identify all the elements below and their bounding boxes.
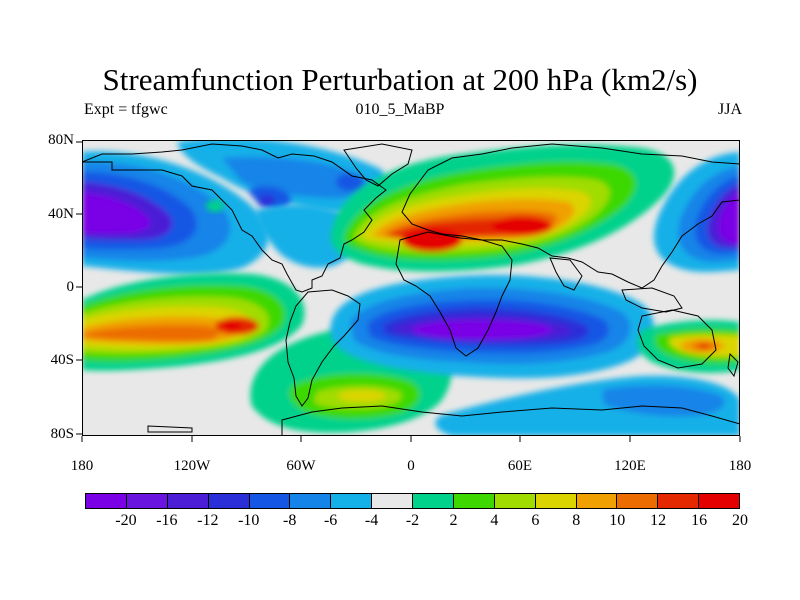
- north-america-outline: [82, 143, 387, 293]
- colorbar-label: -4: [364, 512, 379, 529]
- colorbar-label: 4: [490, 512, 499, 529]
- ylabel-40n: 40N: [48, 206, 74, 222]
- colorbar-segment: [658, 494, 700, 508]
- coastlines: [82, 143, 740, 436]
- colorbar-segment: [86, 494, 127, 508]
- colorbar-label: -16: [156, 512, 178, 529]
- africa-outline: [395, 231, 513, 357]
- colorbar-label: 20: [732, 512, 748, 529]
- north-america-low: [177, 140, 386, 213]
- colorbar-label: -10: [238, 512, 260, 529]
- north-pacific-low-west: [82, 151, 269, 275]
- ylabel-40s: 40S: [50, 352, 74, 368]
- xlabel-60e: 60E: [507, 458, 533, 474]
- australia-high: [637, 320, 740, 373]
- colorbar-segment: [535, 494, 577, 508]
- map-frame: [82, 140, 740, 436]
- colorbar-label: 10: [609, 512, 626, 529]
- dateline-low-east: [654, 152, 740, 272]
- xlabel-60w: 60W: [286, 458, 316, 474]
- colorbar-label: 16: [691, 512, 708, 529]
- tick-marks: [76, 141, 741, 442]
- new-zealand-outline: [727, 352, 739, 378]
- xlabel-120e: 120E: [614, 458, 646, 474]
- colorbar-segment: [249, 494, 291, 508]
- australia-outline: [637, 309, 717, 369]
- colorbar-segment: [576, 494, 618, 508]
- colorbar-segment: [331, 494, 373, 508]
- season-label: JJA: [717, 101, 742, 118]
- colorbar-segment: [699, 494, 739, 508]
- colorbar: [85, 493, 740, 509]
- south-america-outline: [285, 289, 361, 407]
- eurasia-high: [330, 144, 675, 272]
- colorbar-segment: [372, 494, 413, 508]
- xlabel-180e: 180: [728, 458, 752, 474]
- colorbar-label: 6: [531, 512, 540, 529]
- plot-title: Streamfunction Perturbation at 200 hPa (…: [102, 62, 698, 97]
- ylabel-eq: 0: [66, 279, 75, 295]
- pacific-green-spot: [206, 200, 224, 212]
- colorbar-segment: [494, 494, 536, 508]
- case-label: 010_5_MaBP: [355, 101, 445, 118]
- greenland-outline: [343, 143, 413, 187]
- colorbar-label: -20: [115, 512, 137, 529]
- colorbar-segment: [453, 494, 495, 508]
- colorbar-segment: [167, 494, 209, 508]
- xlabel-180w: 180: [70, 458, 94, 474]
- map-panel: [82, 140, 740, 436]
- colorbar-label: -2: [405, 512, 420, 529]
- ylabel-80s: 80S: [50, 426, 74, 442]
- ylabel-80n: 80N: [48, 132, 74, 148]
- xlabel-120w: 120W: [173, 458, 211, 474]
- india-outline: [549, 257, 583, 291]
- axis-ticks: [76, 141, 741, 442]
- colorbar-segment: [413, 494, 454, 508]
- colorbar-label: -12: [197, 512, 219, 529]
- colorbar-label: -8: [283, 512, 297, 529]
- colorbar-label: -6: [323, 512, 338, 529]
- colorbar-label: 2: [449, 512, 458, 529]
- colorbar-label: 12: [650, 512, 667, 529]
- experiment-label: Expt = tfgwc: [84, 101, 168, 118]
- colorbar-segment: [126, 494, 168, 508]
- colorbar-label: 8: [572, 512, 581, 529]
- south-pacific-high: [82, 273, 305, 371]
- colorbar-segment: [290, 494, 332, 508]
- streamfunction-map: [82, 140, 740, 436]
- atlantic-low-tail: [256, 204, 359, 268]
- xlabel-0: 0: [407, 458, 415, 474]
- antarctica-outline: [147, 405, 740, 436]
- colorbar-segment: [208, 494, 250, 508]
- colorbar-segment: [617, 494, 659, 508]
- southern-ocean-low: [435, 375, 740, 436]
